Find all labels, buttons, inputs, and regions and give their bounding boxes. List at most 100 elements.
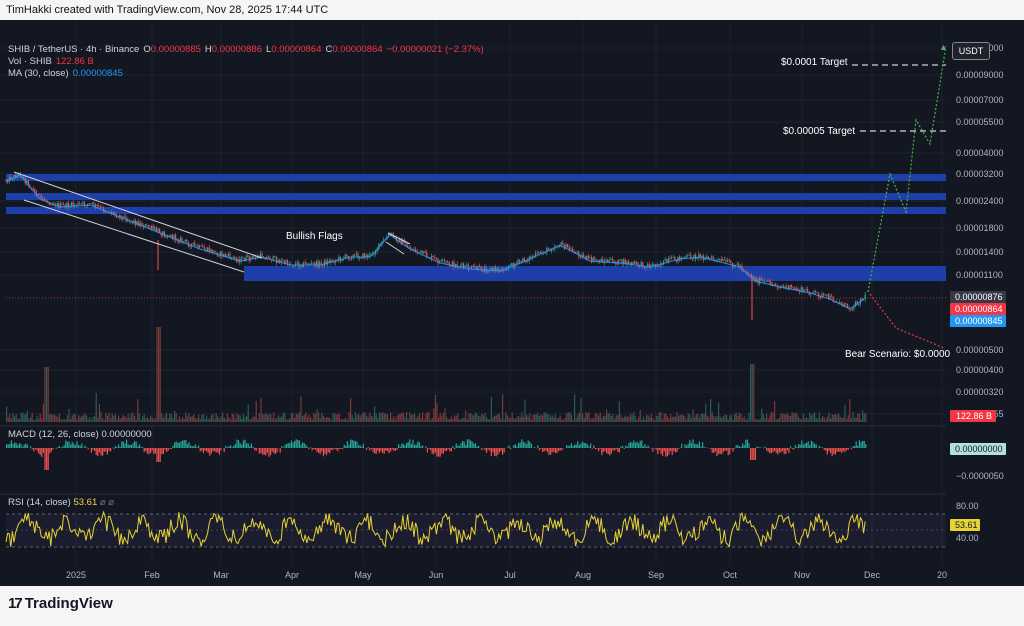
macd-bar bbox=[558, 448, 560, 452]
volume-bar bbox=[849, 398, 851, 422]
price-badge-text: 0.00000845 bbox=[955, 316, 1003, 326]
macd-bar bbox=[20, 443, 22, 448]
volume-bar bbox=[94, 416, 96, 422]
macd-bar bbox=[777, 448, 779, 455]
volume-bar bbox=[630, 413, 632, 422]
macd-bar bbox=[502, 448, 504, 455]
volume-bar bbox=[513, 418, 515, 422]
macd-bar bbox=[750, 448, 752, 460]
candle-body bbox=[90, 203, 92, 204]
chart-area[interactable]: ▲ $0.0001 Target $0.00005 Target Bullish… bbox=[0, 20, 1024, 586]
candle-body bbox=[675, 260, 677, 262]
macd-bar bbox=[226, 447, 228, 448]
volume-bar bbox=[404, 417, 406, 422]
candle-body bbox=[591, 257, 593, 262]
candle-body bbox=[611, 258, 613, 261]
candle-body bbox=[787, 286, 789, 290]
currency-button[interactable]: USDT bbox=[952, 42, 990, 60]
macd-bar bbox=[857, 445, 859, 448]
chart-canvas[interactable]: ▲ $0.0001 Target $0.00005 Target Bullish… bbox=[0, 20, 1024, 586]
target1-label: $0.0001 Target bbox=[781, 57, 848, 68]
candle-body bbox=[34, 189, 36, 192]
volume-bar bbox=[596, 413, 598, 422]
volume-bar bbox=[170, 413, 172, 422]
rsi-legend[interactable]: RSI (14, close) 53.61 ⌀ ⌀ bbox=[8, 497, 114, 508]
macd-legend[interactable]: MACD (12, 26, close) 0.00000000 bbox=[8, 429, 152, 440]
candle-body bbox=[287, 260, 289, 266]
macd-bar bbox=[634, 442, 636, 448]
volume-bar bbox=[618, 401, 620, 422]
macd-bar bbox=[702, 442, 704, 448]
volume-bar bbox=[839, 416, 841, 422]
volume-bar bbox=[129, 417, 131, 422]
candle-body bbox=[355, 253, 357, 256]
volume-bar bbox=[332, 412, 334, 422]
candle-body bbox=[370, 253, 372, 255]
candle-body bbox=[552, 249, 554, 251]
volume-bar bbox=[598, 415, 600, 422]
ma-label[interactable]: MA (30, close) bbox=[8, 68, 69, 79]
macd-bar bbox=[158, 448, 160, 462]
volume-bar bbox=[626, 416, 628, 422]
macd-bar bbox=[378, 448, 380, 454]
candle-body bbox=[559, 245, 561, 248]
candle-body bbox=[864, 294, 866, 299]
macd-bar bbox=[319, 448, 321, 455]
macd-bar bbox=[671, 448, 673, 456]
macd-bar bbox=[414, 444, 416, 448]
volume-bar bbox=[60, 419, 62, 422]
macd-bar bbox=[807, 441, 809, 448]
candle-body bbox=[735, 264, 737, 266]
macd-bar bbox=[620, 446, 622, 448]
volume-bar bbox=[766, 413, 768, 422]
macd-bar bbox=[84, 445, 86, 448]
volume-bar bbox=[676, 412, 678, 422]
candle-body bbox=[245, 256, 247, 262]
macd-bar bbox=[746, 439, 748, 448]
symbol-name[interactable]: SHIB / TetherUS · 4h · Binance bbox=[8, 44, 140, 55]
candle-body bbox=[7, 180, 9, 183]
volume-bar bbox=[238, 414, 240, 422]
macd-bar bbox=[345, 445, 347, 448]
bullish-flags-label: Bullish Flags bbox=[286, 231, 343, 242]
candle-body bbox=[551, 250, 553, 252]
candle-body bbox=[71, 202, 73, 206]
volume-bar bbox=[673, 416, 675, 422]
macd-bar bbox=[658, 448, 660, 451]
macd-bar bbox=[770, 448, 772, 454]
macd-bar bbox=[655, 448, 657, 450]
volume-bar bbox=[858, 413, 860, 422]
volume-bar bbox=[438, 417, 440, 422]
macd-histogram bbox=[6, 439, 867, 470]
volume-bar bbox=[178, 416, 180, 422]
volume-bar bbox=[514, 418, 516, 422]
candle-body bbox=[696, 258, 698, 260]
macd-bar bbox=[262, 448, 264, 455]
macd-bar bbox=[127, 444, 129, 448]
volume-bar bbox=[151, 417, 153, 422]
candle-body bbox=[671, 257, 673, 259]
volume-bar bbox=[42, 403, 44, 422]
candle-body bbox=[93, 202, 95, 207]
candle-body bbox=[797, 288, 799, 291]
volume-bar bbox=[484, 412, 486, 422]
volume-bar bbox=[860, 419, 862, 422]
macd-bar bbox=[31, 448, 33, 450]
volume-label[interactable]: Vol · SHIB bbox=[8, 56, 52, 67]
macd-bar bbox=[786, 448, 788, 451]
macd-bar bbox=[578, 444, 580, 448]
tradingview-logo[interactable]: 17 TradingView bbox=[8, 595, 113, 612]
candle-body bbox=[522, 258, 524, 263]
volume-bar bbox=[174, 411, 176, 422]
macd-bar bbox=[463, 441, 465, 448]
macd-bar bbox=[191, 446, 193, 448]
macd-bar bbox=[92, 448, 94, 450]
macd-bar bbox=[190, 445, 192, 448]
volume-bar bbox=[441, 416, 443, 422]
candle-body bbox=[800, 287, 802, 292]
macd-bar bbox=[119, 446, 121, 448]
candle-body bbox=[811, 292, 813, 294]
volume-bar bbox=[425, 413, 427, 422]
macd-bar bbox=[94, 448, 96, 451]
volume-bar bbox=[183, 419, 185, 422]
